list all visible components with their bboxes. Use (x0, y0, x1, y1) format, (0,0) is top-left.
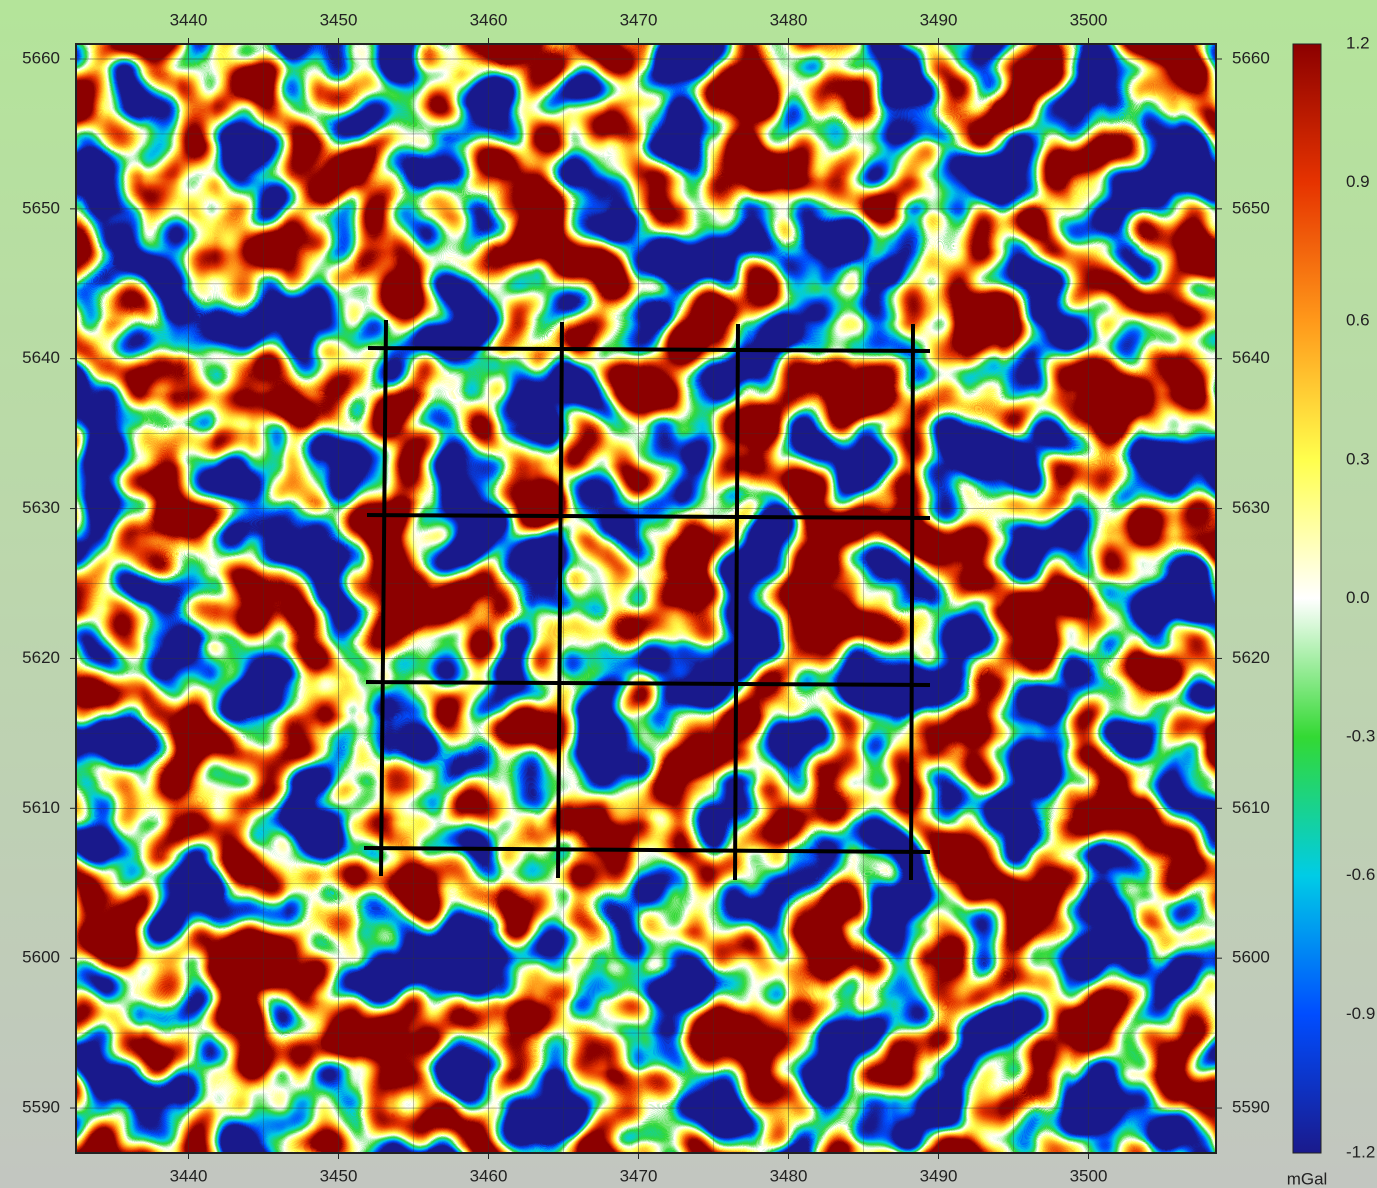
x-tick-label: 3490 (920, 10, 958, 29)
x-tick-label: 3460 (470, 10, 508, 29)
y-tick-label: 5630 (22, 498, 60, 517)
survey-line (366, 513, 931, 520)
x-tick-label: 3450 (320, 1166, 358, 1185)
y-tick-label: 5660 (1232, 48, 1270, 67)
y-tick-label: 5610 (22, 798, 60, 817)
survey-line (733, 323, 740, 881)
y-tick-label: 5620 (1232, 648, 1270, 667)
colorbar-tick-label: 0.9 (1346, 172, 1370, 191)
x-tick-label: 3440 (170, 10, 208, 29)
survey-line (556, 321, 564, 879)
colorbar-tick-label: -1.2 (1346, 1142, 1375, 1161)
colorbar-tick-label: 0.6 (1346, 311, 1370, 330)
x-tick-label: 3470 (620, 10, 658, 29)
labels: 3440 3440 3450 3450 3460 3460 3470 3470 3480 3480… (22, 10, 1375, 1188)
colorbar-tick-label: -0.6 (1346, 865, 1375, 884)
y-tick-label: 5650 (1232, 198, 1270, 217)
y-tick-label: 5660 (22, 48, 60, 67)
x-tick-label: 3500 (1070, 10, 1108, 29)
y-tick-label: 5610 (1232, 798, 1270, 817)
survey-line (909, 323, 915, 881)
survey-line (365, 680, 931, 687)
colorbar (1292, 43, 1322, 1154)
survey-line (363, 846, 931, 854)
x-tick-label: 3480 (770, 1166, 808, 1185)
survey-line (379, 319, 388, 877)
y-tick-label: 5630 (1232, 498, 1270, 517)
y-tick-label: 5600 (1232, 948, 1270, 967)
survey-lines (363, 319, 931, 881)
survey-line (367, 346, 931, 353)
x-tick-label: 3460 (470, 1166, 508, 1185)
y-tick-label: 5640 (1232, 348, 1270, 367)
y-tick-label: 5600 (22, 948, 60, 967)
colorbar-tick-label: 0.3 (1346, 449, 1370, 468)
x-tick-label: 3450 (320, 10, 358, 29)
colorbar-tick-label: 0.0 (1346, 588, 1370, 607)
anomaly-field (76, 44, 1216, 1153)
grid (70, 38, 1321, 1159)
colorbar-tick-label: -0.9 (1346, 1004, 1375, 1023)
x-tick-label: 3470 (620, 1166, 658, 1185)
colorbar-tick-label: 1.2 (1346, 33, 1370, 52)
y-tick-label: 5590 (22, 1098, 60, 1117)
y-tick-label: 5590 (1232, 1098, 1270, 1117)
colorbar-label: mGal (1287, 1169, 1328, 1188)
map-frame (75, 43, 1217, 1154)
y-tick-label: 5640 (22, 348, 60, 367)
x-tick-label: 3490 (920, 1166, 958, 1185)
y-tick-label: 5650 (22, 198, 60, 217)
x-tick-label: 3480 (770, 10, 808, 29)
y-tick-label: 5620 (22, 648, 60, 667)
x-tick-label: 3440 (170, 1166, 208, 1185)
x-tick-label: 3500 (1070, 1166, 1108, 1185)
colorbar-tick-label: -0.3 (1346, 727, 1375, 746)
